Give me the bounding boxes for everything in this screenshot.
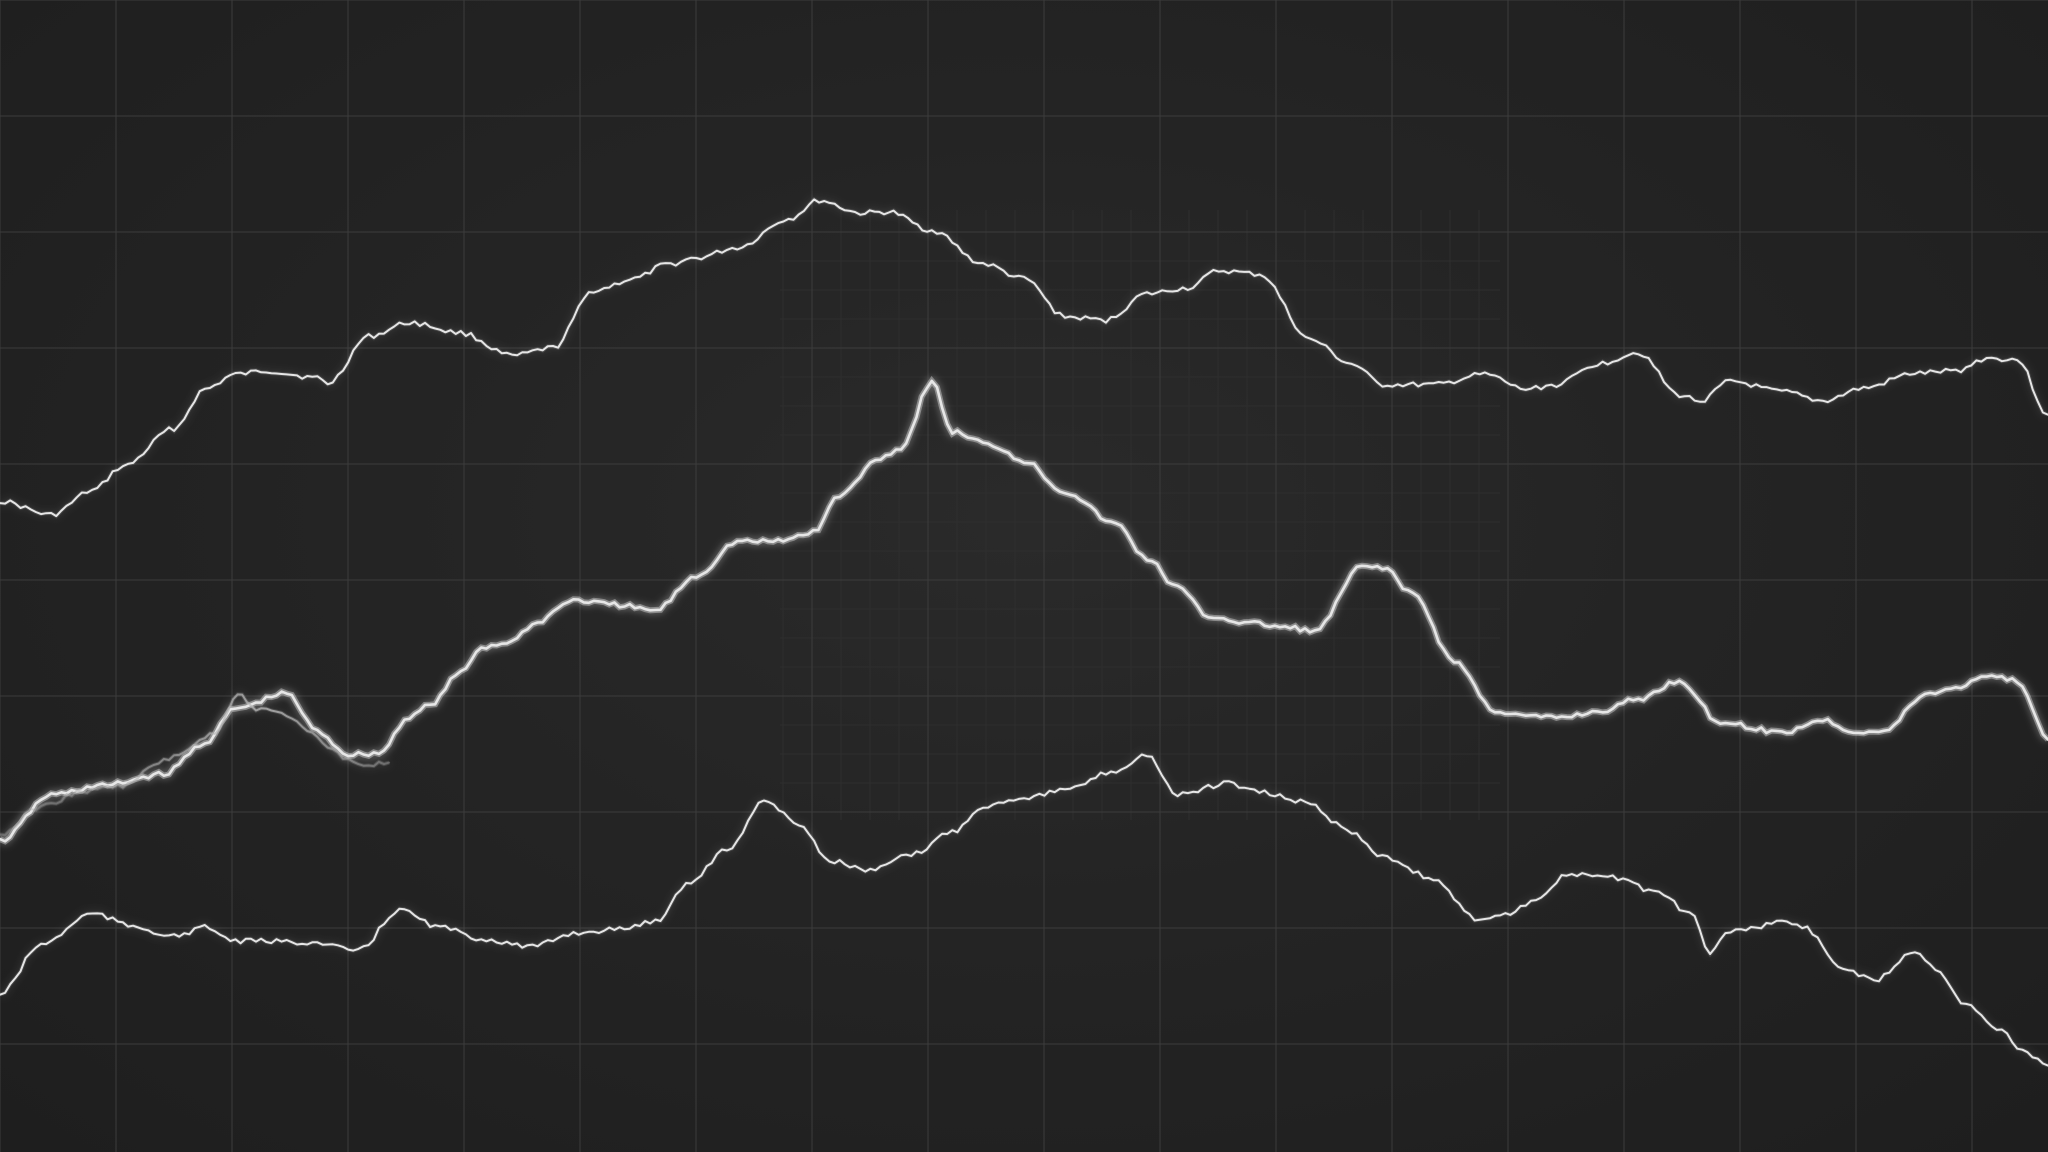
- series-4-glow: [0, 752, 2048, 1068]
- series-1-glow: [0, 196, 2048, 519]
- series-3-line: [0, 693, 391, 837]
- series-2-glow: [0, 375, 2048, 845]
- series-4-line: [0, 753, 2048, 1067]
- series-1-line: [0, 198, 2048, 518]
- series-3-glow: [0, 692, 390, 838]
- series-layer: [0, 196, 2048, 1068]
- series-2-line: [0, 379, 2048, 843]
